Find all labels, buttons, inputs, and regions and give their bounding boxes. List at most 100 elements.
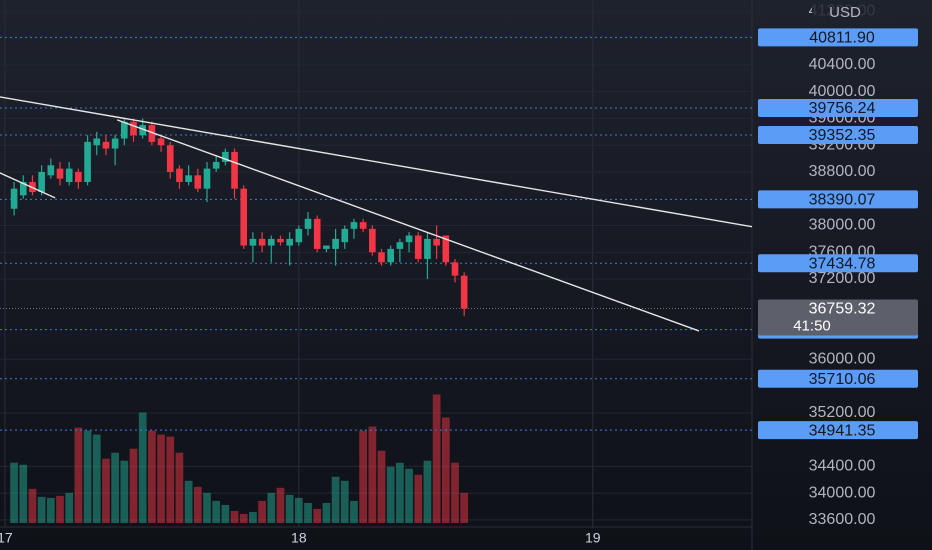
volume-bar	[230, 510, 239, 523]
volume-bar	[56, 495, 64, 523]
candle-body	[405, 235, 413, 243]
candle-body	[75, 171, 82, 182]
candle-body	[341, 228, 349, 243]
volume-bar	[285, 494, 294, 523]
candle-body	[414, 235, 422, 259]
volume-bar	[313, 508, 322, 523]
price-badge-label: 39352.35	[809, 127, 876, 144]
x-tick-label: 19	[585, 530, 601, 546]
candle-body	[442, 235, 450, 263]
candle-body	[203, 168, 211, 189]
volume-bar	[368, 426, 377, 523]
candle-body	[10, 188, 18, 209]
volume-bar	[46, 497, 55, 523]
volume-bar	[441, 417, 450, 523]
candle-body	[212, 161, 220, 169]
candle-body	[249, 238, 257, 246]
candle-body	[139, 125, 146, 136]
y-tick-label: 37200.00	[809, 270, 876, 287]
trend-line	[116, 119, 700, 332]
volume-bar	[120, 460, 129, 523]
volume-bar	[386, 466, 395, 523]
candle-body	[102, 141, 110, 149]
price-badge-label: 39756.24	[809, 100, 876, 117]
candle-body	[313, 218, 321, 249]
trend-line	[0, 96, 752, 228]
volume-bar	[184, 480, 193, 523]
volume-bar	[138, 412, 147, 523]
candle-body	[176, 168, 183, 182]
candle-body	[148, 125, 156, 142]
candle-body	[19, 181, 27, 196]
candle-body	[460, 275, 468, 309]
volume-bar	[405, 468, 413, 523]
candle-body	[222, 151, 229, 162]
volume-bar	[212, 500, 221, 523]
volume-bar	[28, 488, 37, 523]
candle-body	[304, 218, 312, 229]
y-tick-label: 36000.00	[809, 351, 876, 368]
y-tick-label: 34000.00	[809, 484, 876, 501]
candle-body	[240, 188, 248, 246]
price-badge-label: 34941.35	[809, 422, 876, 439]
candle-body	[350, 222, 358, 229]
candle-body	[56, 168, 64, 179]
price-badge-label: 40811.90	[809, 30, 875, 47]
volume-bar	[19, 464, 28, 523]
volume-bar	[92, 434, 101, 523]
volume-bar	[166, 436, 175, 523]
volume-bar	[193, 486, 202, 523]
volume-bar	[221, 504, 230, 523]
volume-bar	[340, 480, 349, 523]
volume-bar	[451, 462, 459, 523]
volume-bar	[65, 492, 74, 523]
volume-bar	[102, 458, 110, 523]
candle-body	[433, 238, 440, 246]
price-badge-label: 35710.06	[809, 371, 876, 388]
candle-body	[387, 248, 395, 263]
candle-body	[424, 238, 431, 259]
candle-body	[47, 165, 55, 176]
volume-bar	[276, 487, 285, 523]
volume-bar	[258, 500, 266, 523]
currency-box[interactable]	[812, 2, 882, 24]
volume-bar	[414, 474, 423, 523]
candle-body	[295, 228, 303, 243]
candle-body	[378, 252, 385, 263]
candle-body	[267, 238, 275, 246]
current-price-label: 36759.32	[809, 301, 876, 318]
candle-body	[166, 145, 174, 172]
currency-label[interactable]: USD	[829, 4, 861, 21]
trend-lines	[0, 96, 752, 332]
y-tick-label: 40000.00	[809, 83, 876, 100]
price-badges: 40811.90 39756.24 39352.35 38390.07 37434.78…	[758, 28, 918, 439]
candle-body	[359, 222, 367, 229]
volume-bar	[249, 511, 257, 523]
volume-pane	[10, 394, 469, 523]
price-badge	[758, 190, 918, 209]
volume-bar	[203, 492, 211, 523]
volume-bar	[350, 500, 358, 523]
candle-body	[277, 238, 284, 243]
volume-bar	[460, 492, 469, 523]
candle-body	[130, 121, 137, 136]
candle-body	[323, 245, 330, 249]
candle-body	[332, 238, 339, 249]
candle-body	[93, 138, 101, 146]
y-tick-label: 38800.00	[809, 163, 876, 180]
volume-bar	[83, 430, 92, 523]
volume-bar	[74, 427, 83, 523]
volume-bar	[432, 394, 441, 523]
price-badge	[758, 98, 918, 117]
candle-body	[84, 141, 91, 182]
price-badge	[758, 28, 918, 47]
volume-bar	[294, 497, 303, 523]
candle-body	[157, 138, 165, 146]
volume-bar	[37, 496, 46, 523]
trend-line	[0, 172, 56, 199]
current-price-badge	[758, 299, 918, 336]
countdown-label: 41:50	[793, 317, 831, 334]
volume-bar	[175, 452, 184, 523]
price-badge	[758, 254, 918, 273]
